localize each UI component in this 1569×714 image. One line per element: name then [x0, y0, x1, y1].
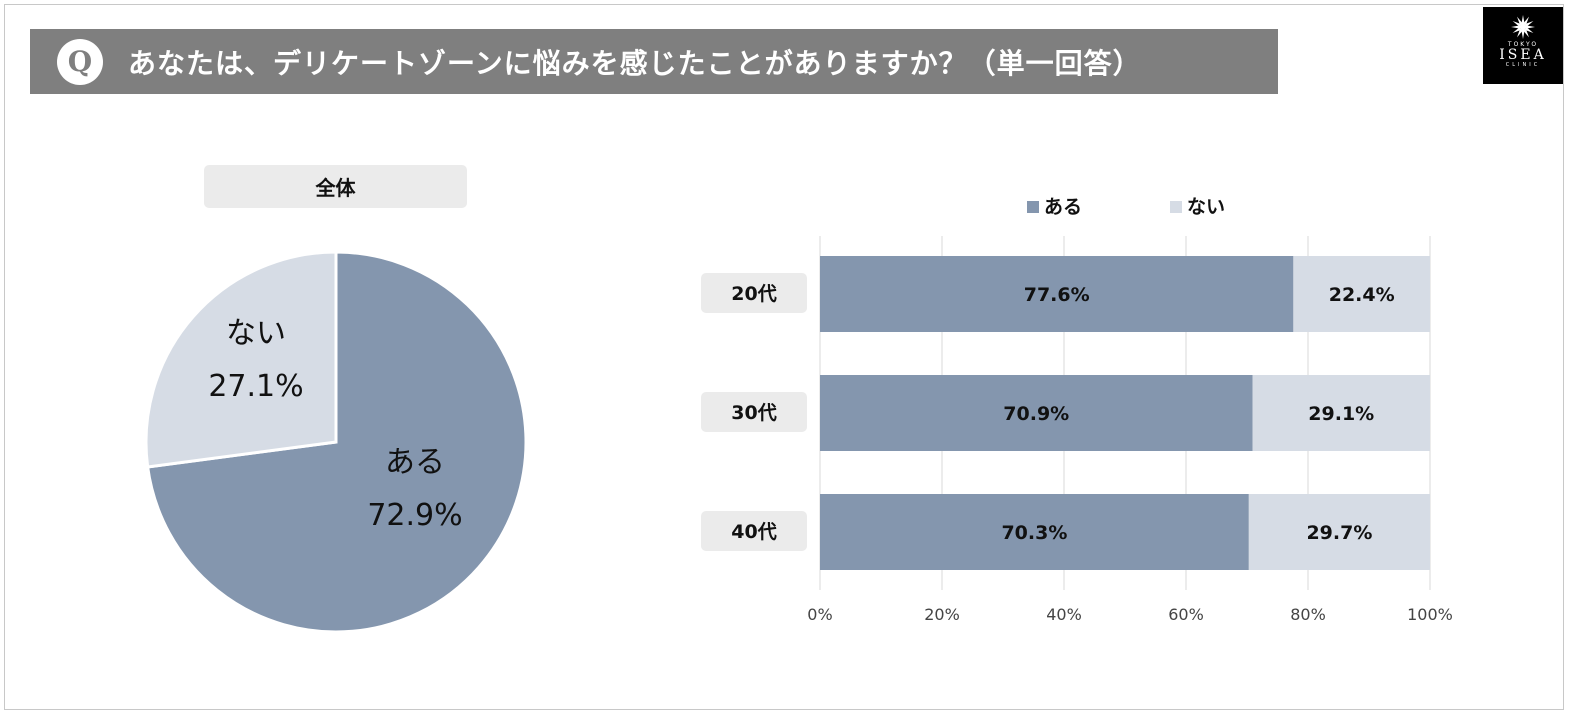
- logo-bottom-text: CLINIC: [1505, 62, 1541, 68]
- question-text: あなたは、デリケートゾーンに悩みを感じたことがありますか？（単一回答）: [128, 46, 1142, 80]
- bar-segment-aru: [820, 256, 1294, 332]
- bar-segment-nai: [1293, 256, 1430, 332]
- category-label: 40代: [731, 521, 776, 543]
- category-label: 30代: [731, 402, 776, 424]
- legend-entry: ある: [1044, 196, 1082, 218]
- q-badge-icon: Q: [57, 38, 103, 85]
- bar-value-label: 77.6%: [1024, 284, 1090, 306]
- bar-segment-nai: [1252, 375, 1430, 451]
- pie-chart: ある 72.9% ない 27.1%: [144, 250, 528, 634]
- x-tick-label: 100%: [1407, 605, 1453, 624]
- pie-slice-value: 72.9%: [367, 498, 462, 533]
- category-pill: [701, 273, 807, 313]
- bar-segment-nai: [1248, 494, 1430, 570]
- bar-segment-aru: [820, 494, 1249, 570]
- x-tick-label: 60%: [1168, 605, 1204, 624]
- pie-slice-label: ある: [385, 445, 445, 480]
- x-tick-label: 20%: [924, 605, 960, 624]
- legend-swatch: [1027, 201, 1039, 213]
- category-label: 20代: [731, 283, 776, 305]
- bar-value-label: 70.3%: [1001, 522, 1067, 544]
- bar-value-label: 29.1%: [1308, 403, 1374, 425]
- x-tick-label: 80%: [1290, 605, 1326, 624]
- legend-entry: ない: [1187, 196, 1225, 218]
- clinic-logo: TOKYO ISEA CLINIC: [1483, 7, 1563, 84]
- stacked-bar-chart: 0% 20% 40% 60% 80% 100% ある ない 20代 77.6% 22.4% 30代 70…: [701, 196, 1453, 624]
- bar-value-label: 29.7%: [1306, 522, 1372, 544]
- question-header: Q あなたは、デリケートゾーンに悩みを感じたことがありますか？（単一回答）: [30, 29, 1278, 94]
- sunburst-icon: [1511, 15, 1535, 39]
- bar-value-label: 70.9%: [1003, 403, 1069, 425]
- x-tick-label: 40%: [1046, 605, 1082, 624]
- pie-slice-label: ない: [226, 316, 286, 351]
- logo-name: ISEA: [1499, 47, 1547, 63]
- pie-title: 全体: [204, 165, 467, 208]
- bar-segment-aru: [820, 375, 1253, 451]
- pie-slice-value: 27.1%: [208, 369, 303, 404]
- pie-slice-nai: [144, 250, 338, 469]
- bar-value-label: 22.4%: [1329, 284, 1395, 306]
- logo-top-text: TOKYO: [1507, 41, 1539, 48]
- category-pill: [701, 511, 807, 551]
- legend-swatch: [1170, 201, 1182, 213]
- category-pill: [701, 392, 807, 432]
- x-tick-label: 0%: [807, 605, 832, 624]
